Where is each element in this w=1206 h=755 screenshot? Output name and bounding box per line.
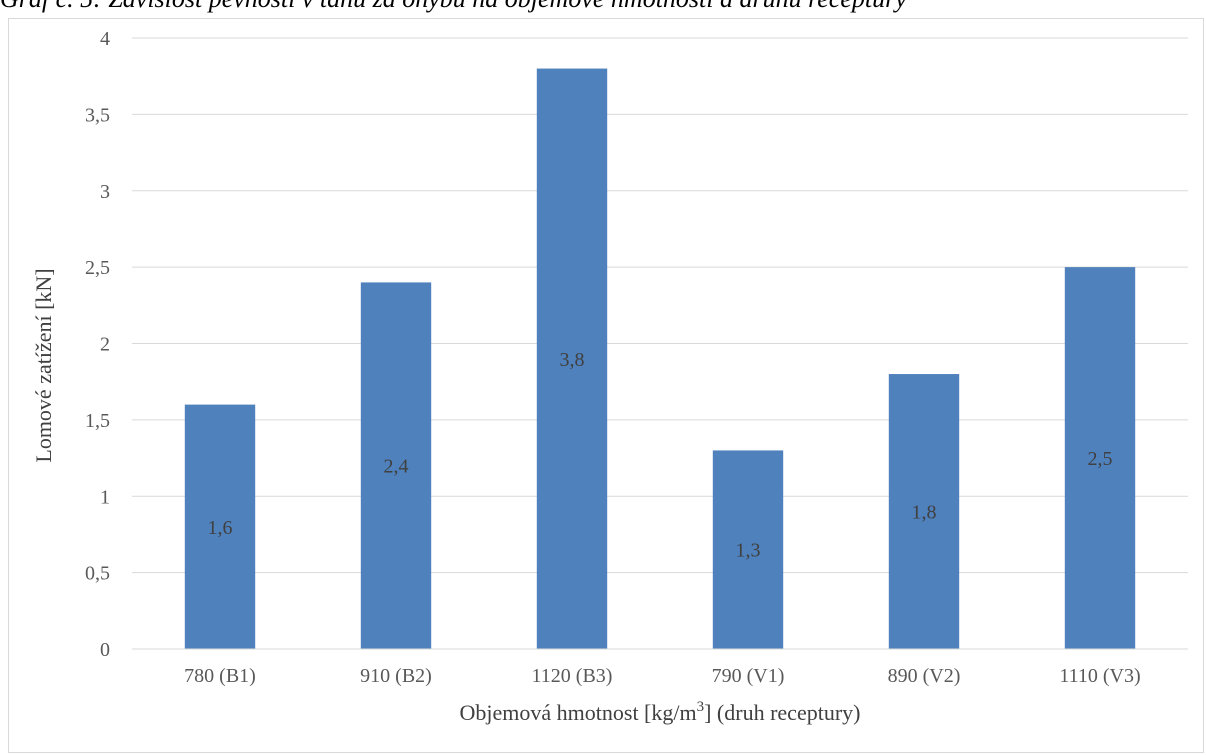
x-axis-title-main: Objemová hmotnost [kg/m [460,700,697,725]
y-tick-label: 1 [100,486,110,508]
bar-value-label: 2,4 [384,456,409,478]
x-tick-label: 910 (B2) [360,665,432,687]
bar [536,68,608,650]
y-axis-title: Lomové zatížení [kN] [31,268,56,462]
y-tick-label: 2 [100,334,110,356]
bars [184,68,1136,650]
y-tick-label: 4 [100,28,110,50]
chart-frame [8,18,1204,753]
bar [712,450,784,649]
y-tick-label: 3,5 [85,104,110,126]
y-tick-label: 0 [100,639,110,661]
y-tick-label: 3 [100,181,110,203]
bar [360,282,432,649]
data-labels: 1,6 2,4 3,8 1,3 1,8 2,5 [208,349,1113,562]
bar-value-label: 2,5 [1088,448,1113,470]
bar-value-label: 1,8 [912,502,937,524]
x-tick-label: 790 (V1) [712,665,785,687]
bar [1064,267,1136,649]
bar-value-label: 1,3 [736,540,761,562]
y-axis-ticks: 0 0,5 1 1,5 2 2,5 3 3,5 4 [85,28,110,661]
x-tick-label: 780 (B1) [184,665,256,687]
bar-value-label: 3,8 [560,349,585,371]
bar [184,404,256,649]
x-axis-title-rest: ] (druh receptury) [704,700,860,725]
x-axis-title: Objemová hmotnost [kg/m3] (druh receptur… [460,699,861,725]
x-tick-label: 890 (V2) [888,665,961,687]
gridlines [132,37,1188,574]
bar-value-label: 1,6 [208,517,233,539]
x-axis-ticks: 780 (B1) 910 (B2) 1120 (B3) 790 (V1) 890 (V2… [184,665,1140,687]
bar [888,374,960,649]
chart-caption: Graf č. 5: Závislost pevnosti v tahu za … [0,0,1206,18]
y-tick-label: 0,5 [85,563,110,585]
x-tick-label: 1120 (B3) [532,665,613,687]
y-tick-label: 1,5 [85,410,110,432]
x-tick-label: 1110 (V3) [1059,665,1140,687]
y-tick-label: 2,5 [85,257,110,279]
x-axis-title-superscript: 3 [697,699,705,715]
